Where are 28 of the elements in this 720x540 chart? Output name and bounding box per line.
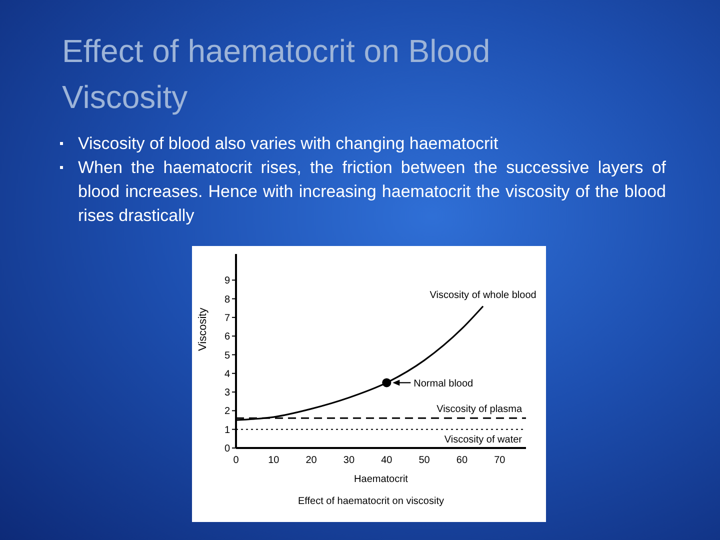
y-axis-title: Viscosity [196,307,209,351]
x-tick-label: 20 [306,455,318,466]
x-tick-label: 50 [418,455,430,466]
y-tick-label: 7 [224,312,230,324]
text: When the haematocrit rises, the friction between the successive layers of blood increases. Hence with increasing haematocrit the viscosity of the blood rises drastically [78,157,666,227]
y-tick-label: 3 [224,388,230,399]
y-tick-label: 2 [224,406,230,418]
annotation: Normal blood [414,378,474,390]
y-tick-label: 0 [224,444,230,455]
y-tick-label: 5 [224,350,230,362]
x-tick-label: 0 [233,455,240,466]
ref-line-label: Viscosity of water [444,434,523,446]
y-tick-label: 6 [224,332,230,343]
x-tick-label: 70 [494,455,506,466]
text: Effect of haematocrit on viscosity [298,496,444,507]
y-tick-label: 9 [224,276,230,287]
x-tick-label: 30 [343,455,355,466]
y-tick-label: 4 [224,368,230,380]
ref-line-label: Viscosity of plasma [436,404,522,416]
series-label: Viscosity of whole blood [430,290,536,302]
x-tick-label: 10 [268,455,280,466]
y-tick-label: 8 [224,294,230,306]
text: Viscosity of blood also varies with changing haematocrit [78,133,500,155]
x-tick-label: 60 [456,455,468,466]
x-tick-label: 40 [381,455,393,466]
x-axis-title: Haematocrit [354,474,408,485]
chart-title: Effect of haematocrit on Blood Viscosity [62,32,492,117]
y-tick-label: 1 [224,424,230,436]
